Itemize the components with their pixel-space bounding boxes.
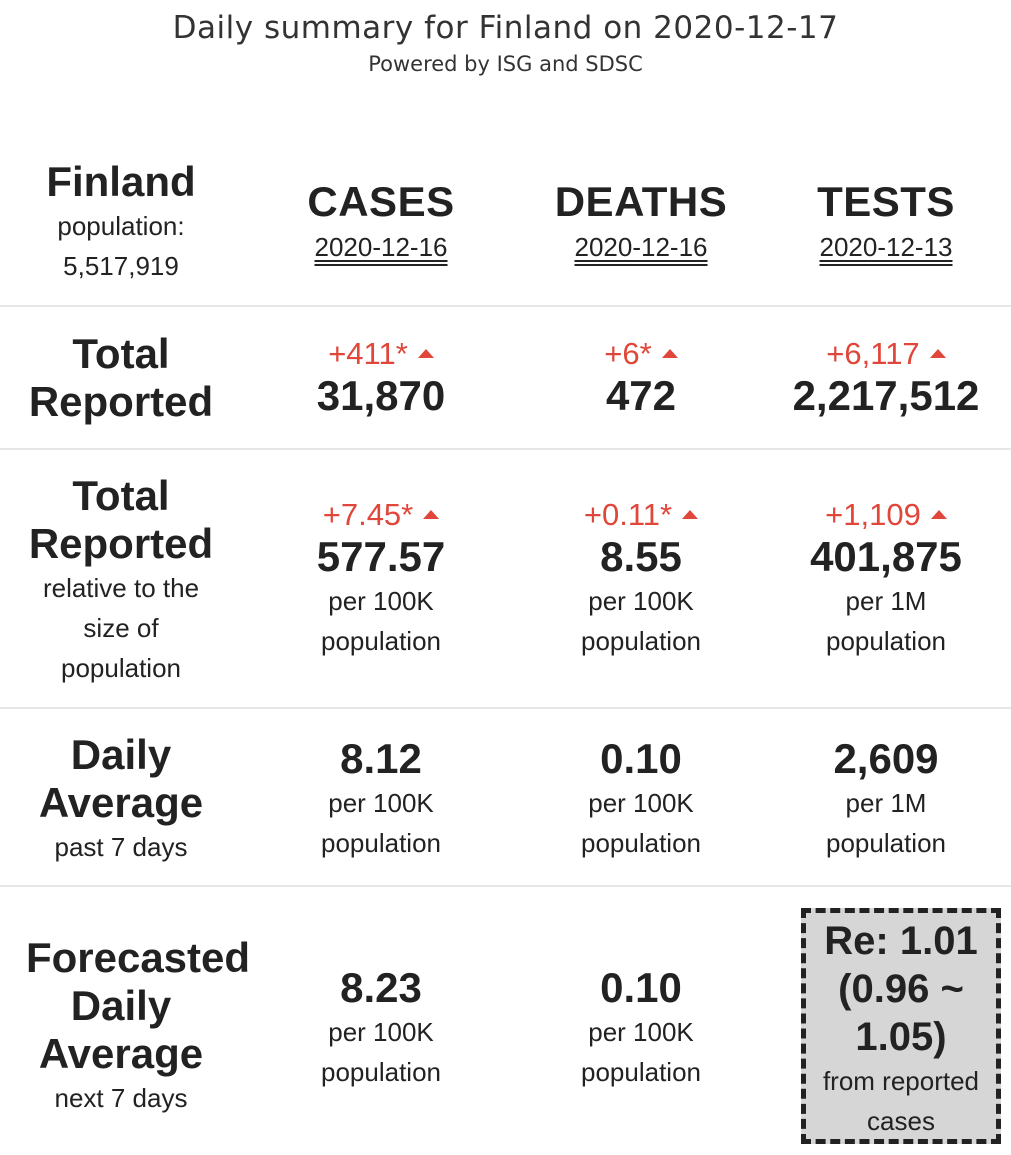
- unit-line: per 1M: [845, 586, 927, 616]
- deaths-delta: +6*: [511, 336, 771, 372]
- deaths-daily-value: 0.10: [600, 735, 682, 782]
- delta-text: +6*: [604, 336, 652, 371]
- re-value: Re: 1.01: [824, 919, 978, 963]
- triangle-up-icon: [423, 510, 440, 519]
- tests-total-value: 2,217,512: [792, 372, 980, 419]
- relative-deaths-cell: +0.11* 8.55 per 100K population: [511, 497, 771, 661]
- triangle-up-icon: [929, 349, 946, 358]
- deaths-date-link[interactable]: 2020-12-16: [574, 232, 708, 262]
- row-title-line: Average: [38, 1030, 204, 1077]
- row-title-line: Daily: [70, 731, 172, 778]
- cases-relative-value: 577.57: [316, 533, 446, 580]
- daily-tests-cell: 2,609 per 1M population: [771, 735, 1011, 863]
- delta-text: +0.11*: [583, 497, 673, 532]
- delta-text: +6,117: [826, 336, 920, 371]
- row-title-line: Total: [72, 330, 170, 377]
- unit-line: population: [826, 626, 946, 656]
- row-title-line: Forecasted: [25, 934, 251, 981]
- deaths-total-value: 472: [605, 372, 677, 419]
- tests-date-link[interactable]: 2020-12-13: [819, 232, 953, 262]
- row-subtitle-line: size of: [83, 613, 159, 643]
- unit-line: per 100K: [588, 788, 694, 818]
- deaths-relative-delta: +0.11*: [511, 497, 771, 533]
- unit-line: population: [826, 828, 946, 858]
- deaths-header: DEATHS: [554, 178, 728, 225]
- row-divider: [0, 707, 1011, 709]
- triangle-up-icon: [930, 510, 947, 519]
- row-divider: [0, 305, 1011, 307]
- delta-text: +1,109: [825, 497, 921, 532]
- row-title-line: Reported: [28, 520, 214, 567]
- unit-line: per 100K: [328, 788, 434, 818]
- unit-line: population: [581, 626, 701, 656]
- unit-line: population: [581, 1057, 701, 1087]
- unit-line: population: [321, 828, 441, 858]
- delta-text: +7.45*: [322, 497, 414, 532]
- population-label: population:: [57, 211, 185, 241]
- row-subtitle-line: next 7 days: [54, 1083, 188, 1113]
- cases-header: CASES: [307, 178, 455, 225]
- cases-total-value: 31,870: [316, 372, 446, 419]
- row-subtitle-line: relative to the: [42, 573, 200, 603]
- population-value: 5,517,919: [63, 251, 179, 281]
- row-divider: [0, 885, 1011, 887]
- re-interval-high: 1.05): [855, 1015, 947, 1059]
- page-subtitle: Powered by ISG and SDSC: [368, 52, 643, 76]
- cases-delta: +411*: [251, 336, 511, 372]
- daily-average-label: Daily Average past 7 days: [0, 731, 242, 867]
- relative-cases-cell: +7.45* 577.57 per 100K population: [251, 497, 511, 661]
- unit-line: per 100K: [328, 586, 434, 616]
- tests-relative-delta: +1,109: [741, 497, 1011, 533]
- row-divider: [0, 448, 1011, 450]
- unit-line: per 100K: [588, 586, 694, 616]
- triangle-up-icon: [682, 510, 699, 519]
- deaths-forecast-value: 0.10: [600, 964, 682, 1011]
- page-title: Daily summary for Finland on 2020-12-17: [172, 10, 839, 46]
- triangle-up-icon: [661, 349, 678, 358]
- unit-line: population: [581, 828, 701, 858]
- row-title-line: Total: [72, 472, 170, 519]
- cases-forecast-value: 8.23: [340, 964, 422, 1011]
- row-title-line: Daily: [70, 982, 172, 1029]
- row-subtitle-line: past 7 days: [54, 832, 188, 862]
- cases-column-header: CASES 2020-12-16: [251, 178, 511, 262]
- region-cell: Finland population: 5,517,919: [0, 158, 242, 286]
- region-name: Finland: [46, 158, 196, 205]
- tests-relative-value: 401,875: [810, 533, 962, 580]
- deaths-column-header: DEATHS 2020-12-16: [511, 178, 771, 262]
- relative-label: Total Reported relative to the size of p…: [0, 472, 242, 688]
- unit-line: per 1M: [845, 788, 927, 818]
- re-estimate-box: Re: 1.01 (0.96 ~ 1.05) from reported cas…: [801, 908, 1001, 1144]
- unit-line: population: [321, 1057, 441, 1087]
- row-subtitle-line: population: [61, 653, 181, 683]
- unit-line: per 100K: [328, 1017, 434, 1047]
- tests-column-header: TESTS 2020-12-13: [771, 178, 1011, 262]
- triangle-up-icon: [417, 349, 434, 358]
- re-note-line: cases: [867, 1106, 935, 1136]
- tests-header: TESTS: [817, 178, 955, 225]
- cases-daily-value: 8.12: [340, 735, 422, 782]
- daily-deaths-cell: 0.10 per 100K population: [511, 735, 771, 863]
- unit-line: per 100K: [588, 1017, 694, 1047]
- total-tests-cell: +6,117 2,217,512: [771, 336, 1011, 420]
- relative-tests-cell: +1,109 401,875 per 1M population: [771, 497, 1011, 661]
- forecast-cases-cell: 8.23 per 100K population: [251, 964, 511, 1092]
- cases-relative-delta: +7.45*: [251, 497, 511, 533]
- tests-daily-value: 2,609: [833, 735, 939, 782]
- total-reported-label: Total Reported: [0, 330, 242, 426]
- unit-line: population: [321, 626, 441, 656]
- re-note-line: from reported: [822, 1066, 980, 1096]
- total-cases-cell: +411* 31,870: [251, 336, 511, 420]
- tests-delta: +6,117: [741, 336, 1011, 372]
- total-deaths-cell: +6* 472: [511, 336, 771, 420]
- delta-text: +411*: [328, 336, 408, 371]
- cases-date-link[interactable]: 2020-12-16: [314, 232, 448, 262]
- re-interval-low: (0.96 ~: [838, 967, 964, 1011]
- deaths-relative-value: 8.55: [600, 533, 682, 580]
- forecast-label: Forecasted Daily Average next 7 days: [0, 934, 276, 1118]
- forecast-deaths-cell: 0.10 per 100K population: [511, 964, 771, 1092]
- daily-cases-cell: 8.12 per 100K population: [251, 735, 511, 863]
- row-title-line: Average: [38, 779, 204, 826]
- row-title-line: Reported: [28, 378, 214, 425]
